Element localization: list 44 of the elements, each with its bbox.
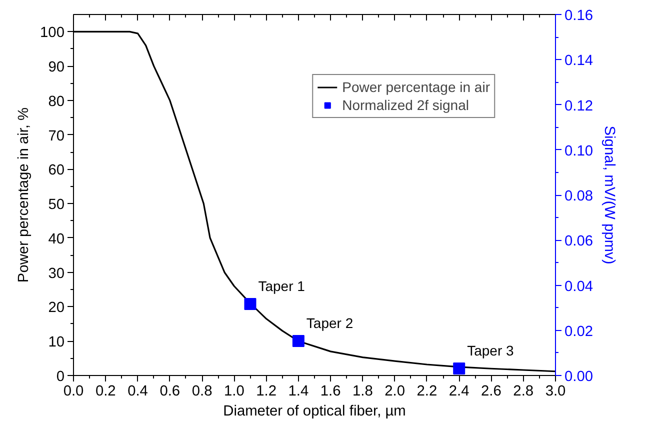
y2-tick-label: 0.10 xyxy=(564,143,594,160)
y2-tick-label: 0.08 xyxy=(564,188,594,204)
annotation: Taper 1 xyxy=(258,278,306,294)
x-tick-label: 1.8 xyxy=(352,384,373,400)
y-tick-label: 0 xyxy=(56,369,65,385)
y2-tick-label: 0.00 xyxy=(564,369,594,385)
y2-axis-title: Signal, mV/(W ppmv) xyxy=(601,126,618,264)
x-tick-label: 0.6 xyxy=(160,384,180,400)
y2-tick-label: 0.12 xyxy=(564,98,594,114)
y-tick-label: 60 xyxy=(48,162,65,179)
y-tick-label: 80 xyxy=(48,94,65,110)
x-tick-label: 3.0 xyxy=(545,384,566,400)
annotation: Taper 3 xyxy=(467,342,514,359)
x-tick-label: 2.0 xyxy=(384,384,406,400)
x-tick-label: 2.8 xyxy=(513,384,534,400)
x-tick-label: 1.4 xyxy=(288,384,309,400)
y-tick-label: 30 xyxy=(48,266,65,282)
x-tick-label: 0.8 xyxy=(192,384,212,400)
x-tick-label: 0.0 xyxy=(63,384,84,400)
y-tick-label: 70 xyxy=(48,128,65,144)
annotation: Taper 2 xyxy=(306,314,354,331)
legend-label: Power percentage in air xyxy=(342,79,490,95)
y-tick-label: 100 xyxy=(40,25,65,42)
y-tick-label: 90 xyxy=(48,60,65,76)
y-tick-label: 50 xyxy=(48,197,65,214)
y2-tick-label: 0.06 xyxy=(564,234,594,250)
y2-tick-label: 0.16 xyxy=(564,8,594,24)
x-tick-label: 2.6 xyxy=(481,384,502,400)
x-tick-label: 0.4 xyxy=(128,384,148,400)
y-tick-label: 10 xyxy=(48,334,65,351)
y2-tick-label: 0.14 xyxy=(564,53,594,70)
x-tick-label: 0.2 xyxy=(95,384,116,400)
y2-tick-label: 0.04 xyxy=(564,278,594,295)
x-tick-label: 1.2 xyxy=(256,384,276,400)
y-tick-label: 20 xyxy=(48,300,65,316)
x-tick-label: 2.2 xyxy=(416,384,438,400)
y2-tick-label: 0.02 xyxy=(564,324,594,340)
x-tick-label: 1.0 xyxy=(224,384,244,400)
x-tick-label: 2.4 xyxy=(448,384,470,400)
x-tick-label: 1.6 xyxy=(320,384,341,400)
y-axis-title: Power percentage in air, % xyxy=(16,107,32,283)
y-tick-label: 40 xyxy=(48,231,65,248)
x-axis-title: Diameter of optical fiber, µm xyxy=(223,404,406,420)
legend-label: Normalized 2f signal xyxy=(342,97,469,113)
